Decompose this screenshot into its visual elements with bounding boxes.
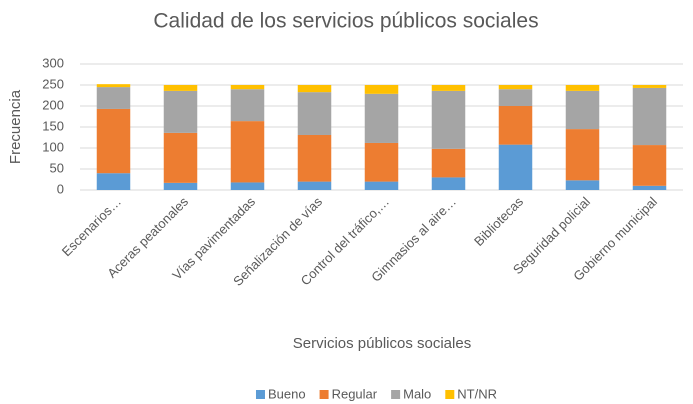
bar-segment [163,85,198,91]
bar-segment [163,90,198,133]
bar-segment [163,132,198,183]
bar-segment [230,182,265,190]
y-tick-label: 150 [42,118,64,133]
legend-label: NT/NR [457,386,497,401]
bar-segment [96,84,131,88]
bar-segment [297,92,332,135]
bar-segment [565,180,600,190]
y-tick-label: 200 [42,97,64,112]
legend-label: Regular [332,386,378,401]
bar-segment [431,148,466,178]
x-tick-label: Bibliotecas [471,194,526,249]
bar-segment [364,85,399,94]
y-tick-label: 0 [57,181,64,196]
bar-segment [431,177,466,190]
bar-segment [498,144,533,190]
bar-segment [565,129,600,181]
bar-segment [498,89,533,106]
bar-segment [96,108,131,174]
bar-segment [297,134,332,182]
bar-segment [565,90,600,130]
legend-swatch [391,390,401,399]
bar-segment [364,142,399,182]
y-axis-title: Frecuencia [7,89,24,164]
bar-segment [431,90,466,149]
bar-segment [364,181,399,190]
bar-segment [498,85,533,90]
y-tick-label: 300 [42,55,64,70]
chart-title: Calidad de los servicios públicos social… [153,10,538,33]
bar-segment [364,93,399,143]
bar-segment [230,89,265,122]
bar-segment [632,185,667,190]
bar-segment [230,121,265,183]
bar-segment [498,106,533,145]
x-tick-label: Escenarios… [59,194,124,259]
bar-segment [96,173,131,190]
bar-segment [632,87,667,146]
bar-segment [96,87,131,109]
legend-swatch [255,390,265,399]
bar-segment [632,85,667,88]
bar-segment [431,85,466,91]
y-tick-label: 50 [50,160,64,175]
y-tick-label: 250 [42,76,64,91]
bar-segment [632,145,667,186]
bar-segment [297,85,332,93]
legend-label: Malo [403,386,431,401]
bar-segment [230,85,265,90]
bar-segment [163,182,198,190]
legend-label: Bueno [268,386,306,401]
x-axis-title: Servicios públicos sociales [293,335,471,352]
bar-segment [297,181,332,190]
legend-swatch [319,390,329,399]
bar-segment [565,85,600,91]
legend: Bueno Regular Malo NT/NR [255,386,497,401]
legend-swatch [445,390,455,399]
y-tick-label: 100 [42,139,64,154]
